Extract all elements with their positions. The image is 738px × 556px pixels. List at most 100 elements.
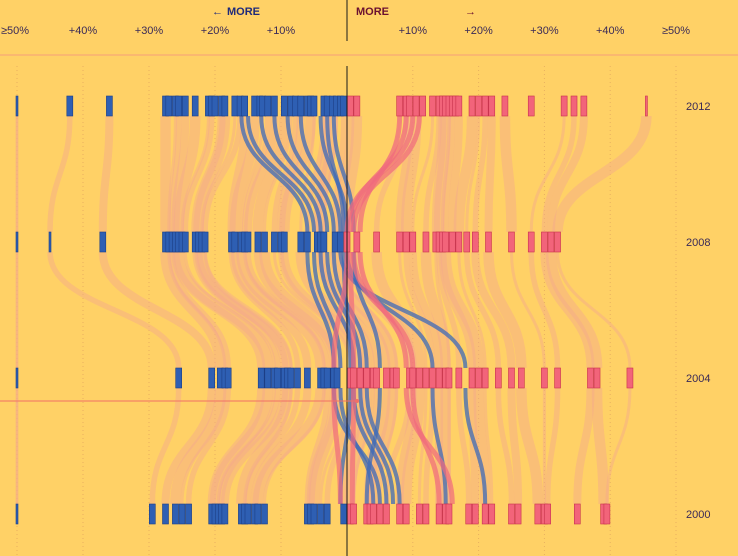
- bar-left: [185, 503, 192, 525]
- bar-right: [356, 367, 364, 389]
- flow-line: [541, 115, 577, 233]
- flow-line: [263, 387, 326, 505]
- header-left: ← MORE: [212, 6, 260, 18]
- bar-left: [304, 367, 311, 389]
- bar-left: [287, 367, 295, 389]
- pointer-dot: [355, 399, 359, 403]
- year-labels: 2012 2008 2004 2000: [686, 101, 710, 521]
- bar-left: [178, 503, 186, 525]
- bar-right: [435, 367, 443, 389]
- flow-line: [371, 251, 425, 369]
- bar-left: [208, 367, 215, 389]
- flow-line: [207, 387, 266, 505]
- bar-right: [481, 95, 489, 117]
- bar-left: [323, 503, 331, 525]
- tick-label: ≥50%: [662, 25, 690, 37]
- tick-label: +10%: [399, 25, 428, 37]
- bar-right: [455, 367, 463, 389]
- flow-line: [279, 115, 316, 233]
- bar-right: [481, 367, 489, 389]
- flow-line-right: [347, 115, 409, 505]
- bar-right: [455, 231, 463, 253]
- flow-line: [192, 251, 281, 369]
- bar-right: [412, 95, 420, 117]
- flow-line: [193, 115, 231, 233]
- flow-line: [499, 115, 517, 233]
- bar-right: [402, 231, 410, 253]
- flow-line: [243, 251, 326, 369]
- flow-line: [545, 251, 603, 369]
- bar-right: [442, 231, 450, 253]
- bar-left: [162, 503, 169, 525]
- flow-line: [540, 251, 595, 369]
- header-right-arrow: →: [465, 6, 476, 18]
- bar-left: [271, 95, 278, 117]
- bar-right: [554, 367, 561, 389]
- bar-left: [333, 367, 341, 389]
- bar-left: [264, 95, 272, 117]
- flow-line: [378, 387, 398, 505]
- flow-line: [495, 387, 515, 505]
- flow-line: [160, 251, 226, 369]
- gridlines: [16, 66, 677, 556]
- flow-line: [556, 251, 632, 369]
- flow-line: [180, 115, 210, 233]
- flow-line: [591, 387, 609, 505]
- bar-left: [244, 231, 252, 253]
- bar-right: [393, 367, 400, 389]
- flow-line: [252, 387, 326, 505]
- bar-left: [294, 367, 301, 389]
- tick-label: +30%: [530, 25, 559, 37]
- bar-right: [435, 503, 443, 525]
- bar-right: [353, 95, 361, 117]
- flow-line: [304, 387, 330, 505]
- bar-right: [396, 503, 403, 525]
- year-label-2000: 2000: [686, 509, 710, 521]
- bar-right: [468, 367, 476, 389]
- bar-right: [422, 503, 430, 525]
- bar-right: [350, 503, 357, 525]
- bar-left: [340, 95, 348, 117]
- bar-left: [271, 231, 278, 253]
- bar-right: [481, 503, 489, 525]
- x-tick-labels: ≥50% +40% +30% +20% +10% +10% +20% +30% +40% ≥50%: [1, 25, 690, 37]
- bar-right: [406, 95, 413, 117]
- bar-right: [541, 231, 548, 253]
- bar-left: [274, 367, 282, 389]
- flow-line: [457, 251, 487, 369]
- flow-line: [185, 387, 231, 505]
- tick-label: +40%: [596, 25, 625, 37]
- flow-line: [169, 251, 231, 369]
- bar-right: [463, 231, 471, 253]
- flow-line: [169, 115, 182, 233]
- bar-right: [527, 95, 535, 117]
- tick-label: +30%: [135, 25, 164, 37]
- bar-left: [310, 95, 318, 117]
- bar-left: [241, 95, 248, 117]
- flow-line: [47, 115, 73, 233]
- bar-right: [416, 503, 423, 525]
- flow-line: [230, 251, 312, 369]
- flow-line: [400, 387, 425, 505]
- flow-line: [464, 251, 502, 369]
- flow-line: [605, 387, 632, 505]
- bar-right: [554, 231, 561, 253]
- flow-line: [245, 387, 301, 505]
- flow-line: [202, 115, 243, 233]
- year-label-2008: 2008: [686, 237, 710, 249]
- flow-line: [465, 115, 481, 233]
- flow-line: [329, 251, 399, 369]
- bar-left: [221, 95, 229, 117]
- flow-line: [546, 115, 588, 233]
- flow-line-left: [272, 115, 396, 505]
- bar-left: [15, 367, 19, 389]
- flow-line: [167, 115, 177, 233]
- bar-left: [149, 503, 156, 525]
- bar-right: [645, 95, 648, 117]
- flow-line: [453, 115, 478, 233]
- flow-line: [236, 251, 326, 369]
- bar-left: [340, 503, 348, 525]
- flow-line: [483, 387, 494, 505]
- bar-left: [165, 95, 173, 117]
- flow-line: [471, 251, 516, 369]
